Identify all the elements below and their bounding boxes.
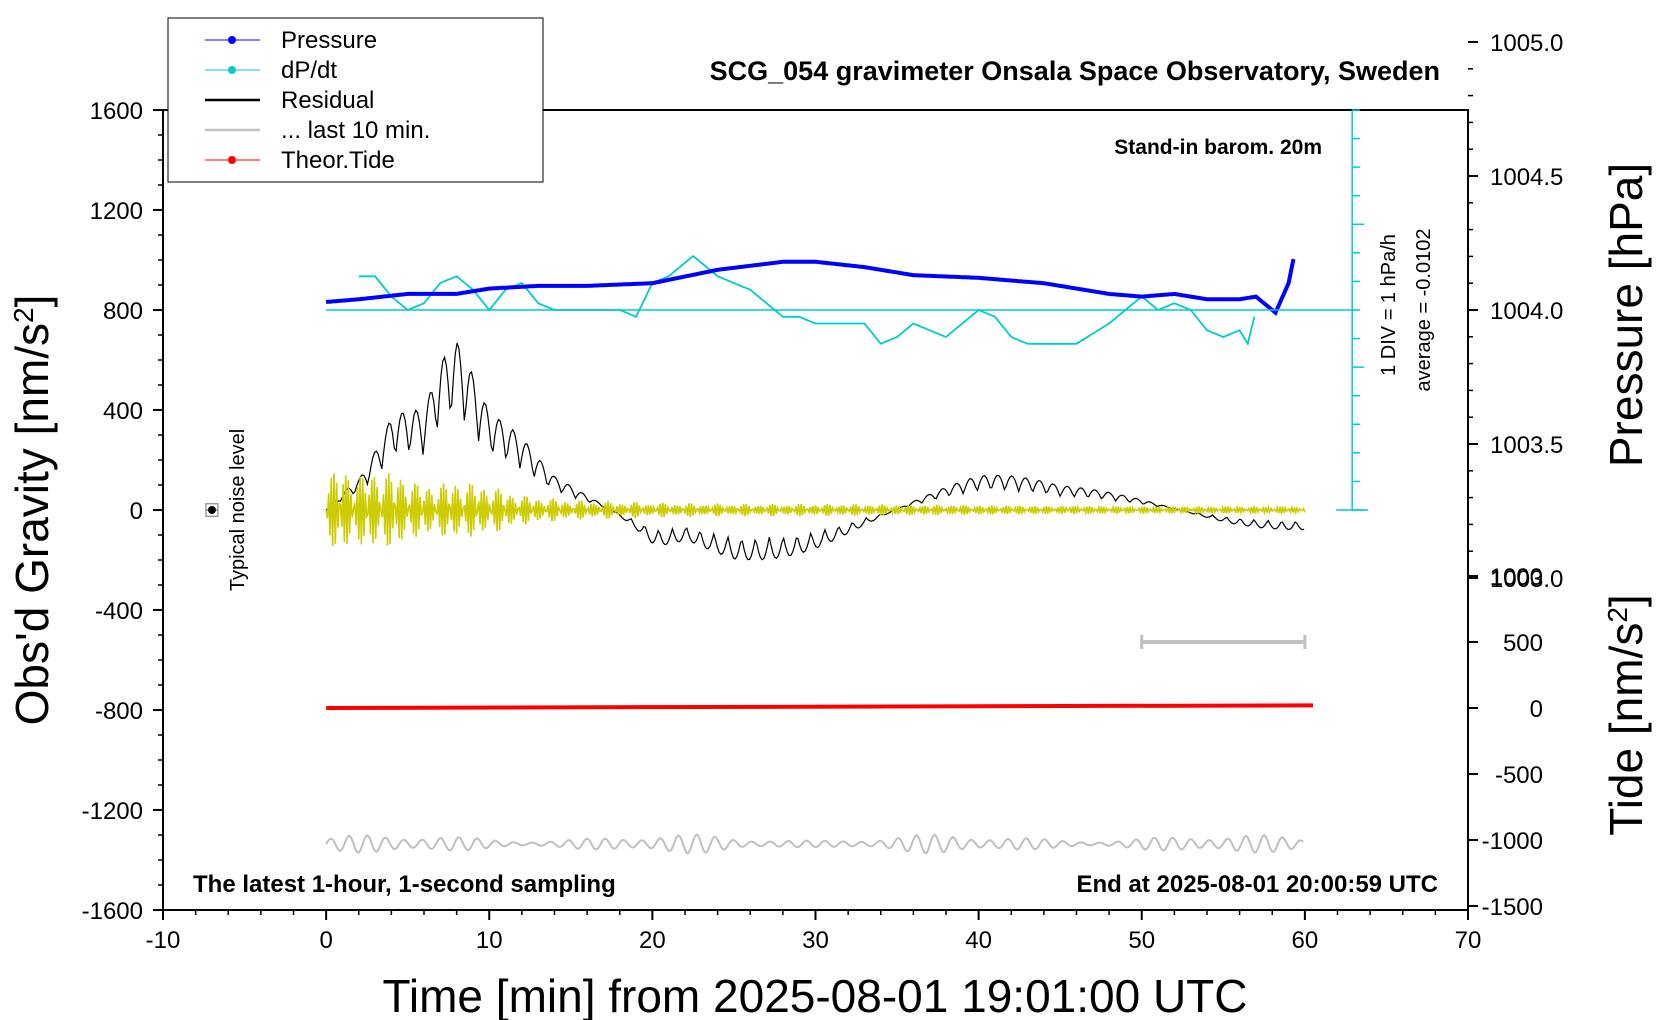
tide-axis-ticks: 1000 500 0 -500 -1000 -1500 [1468,564,1543,921]
chart-title: SCG_054 gravimeter Onsala Space Observat… [710,56,1440,86]
tide-tick-label: -500 [1495,762,1543,789]
y-axis-title-sup: 2 [8,307,39,323]
last-10-min-series [325,833,1304,855]
residual-series [325,342,1305,561]
noise-label: Typical noise level [227,429,249,591]
pressure-line [325,258,1296,317]
tide-tick-label: -1500 [1482,894,1543,921]
pressure-axis-ticks: 1005.0 1004.5 1004.0 1003.5 1003.0 [1468,30,1563,593]
tide-axis-title-end: ] [1600,594,1652,607]
pressure-tick-label: 1005.0 [1490,30,1563,57]
legend-marker [228,36,236,44]
y-tick-label: 800 [103,298,143,325]
x-tick-label: 10 [476,927,503,954]
x-tick-label: 0 [319,927,332,954]
pressure-tick-label: 1003.0 [1490,566,1563,593]
tide-axis-title-main: Tide [nm/s [1600,623,1652,836]
last-10-min-line [325,833,1304,855]
legend-marker [228,156,236,164]
noise-marker [207,506,216,514]
x-tick-label: 30 [802,927,829,954]
legend-label: Residual [281,87,374,114]
y-tick-label: -1600 [82,898,143,925]
noise-error-bar [205,503,219,517]
sampling-note: The latest 1-hour, 1-second sampling [193,871,616,898]
pressure-tick-label: 1004.5 [1490,164,1563,191]
chart-annotations [205,109,1369,649]
x-axis-title: Time [min] from 2025-08-01 19:01:00 UTC [383,970,1248,1020]
legend-label: Theor.Tide [281,147,395,174]
average-note: average = -0.0102 [1413,229,1435,392]
x-tick-label: 20 [639,927,666,954]
x-axis-ticks: -10 0 10 20 30 40 50 60 70 [146,910,1482,954]
tide-tick-label: 1000 [1490,564,1543,591]
tide-axis-title: Tide [nm/s2] [1600,594,1652,835]
pressure-series [325,258,1296,317]
legend-label: dP/dt [281,57,337,84]
tide-tick-label: 500 [1503,630,1543,657]
tide-tick-label: -1000 [1482,828,1543,855]
pressure-tick-label: 1003.5 [1490,432,1563,459]
legend-label: Pressure [281,27,377,54]
dpdt-series [358,254,1256,347]
tide-tick-label: 0 [1530,696,1543,723]
tide-line [326,703,1314,710]
residual-line [325,342,1305,561]
y-tick-label: 0 [130,498,143,525]
y-tick-label: -400 [95,598,143,625]
x-tick-label: 50 [1128,927,1155,954]
x-tick-label: -10 [146,927,181,954]
div-note: 1 DIV = 1 hPa/h [1378,234,1400,376]
legend-label: ... last 10 min. [281,117,430,144]
dpdt-line [358,254,1256,347]
pressure-tick-label: 1004.0 [1490,298,1563,325]
y-axis-title-main: Obs'd Gravity [nm/s [6,323,58,725]
y-axis-ticks: 1600 1200 800 400 0 -400 -800 -1200 -1600 [82,98,163,925]
legend-marker [228,66,236,74]
residual-smoothed-series [325,473,1306,547]
y-tick-label: -800 [95,698,143,725]
y-axis-title: Obs'd Gravity [nm/s2] [6,295,58,726]
x-tick-label: 40 [965,927,992,954]
legend: Pressure dP/dt Residual ... last 10 min. The… [167,17,544,183]
y-tick-label: 1600 [90,98,143,125]
smoothed-line [325,473,1306,547]
y-tick-label: 1200 [90,198,143,225]
pressure-axis-title: Pressure [hPa] [1600,163,1652,467]
x-tick-label: 60 [1292,927,1319,954]
theoretical-tide-series [326,703,1314,710]
y-axis-title-end: ] [6,295,58,308]
tide-axis-title-sup: 2 [1602,607,1633,623]
end-time-note: End at 2025-08-01 20:00:59 UTC [1077,871,1439,898]
x-tick-label: 70 [1455,927,1482,954]
y-tick-label: -1200 [82,798,143,825]
barometer-note: Stand-in barom. 20m [1114,136,1322,159]
y-tick-label: 400 [103,398,143,425]
